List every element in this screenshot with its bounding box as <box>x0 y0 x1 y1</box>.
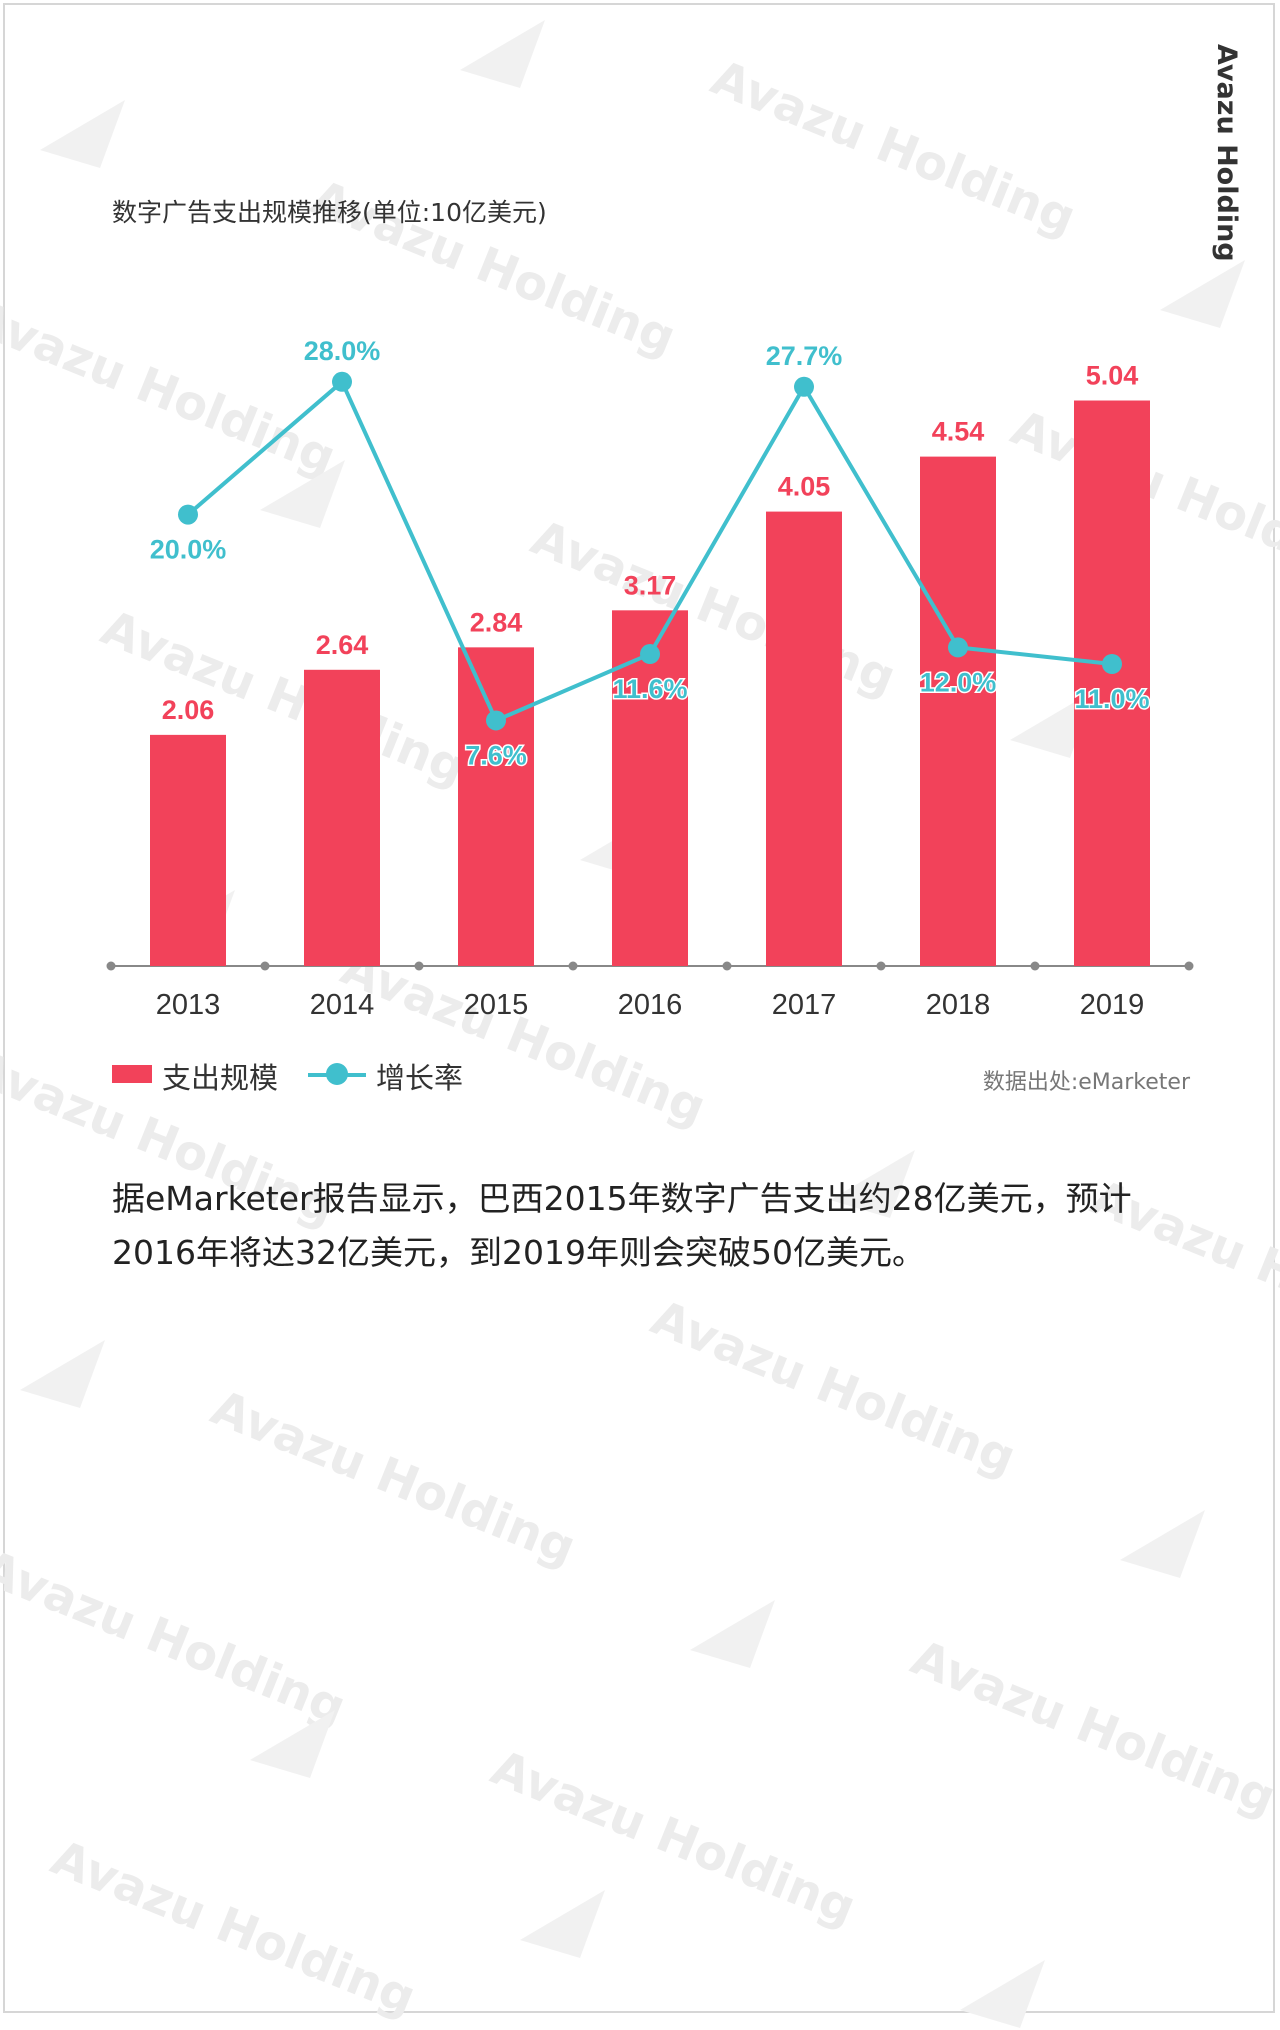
x-tick-label: 2019 <box>1080 989 1145 1021</box>
chart: 2.06 2013 2.64 2014 2.84 2015 3.17 2016 4.05 2017… <box>106 334 1194 1021</box>
growth-rate-label: 12.0% <box>920 667 997 697</box>
bar-value-label: 2.84 <box>470 607 523 637</box>
bar-2014 <box>304 669 380 966</box>
x-axis-tick-dot <box>722 961 732 971</box>
body-paragraph: 据eMarketer报告显示，巴西2015年数字广告支出约28亿美元，预计201… <box>112 1179 1132 1272</box>
growth-rate-point <box>794 376 814 397</box>
x-tick-label: 2017 <box>772 989 837 1021</box>
x-tick-label: 2014 <box>310 989 375 1021</box>
source-note: 数据出处:eMarketer <box>982 1070 1190 1095</box>
growth-rate-point <box>640 644 660 665</box>
bar-value-label: 5.04 <box>1086 361 1139 391</box>
x-axis-tick-dot <box>414 961 424 971</box>
growth-rate-point <box>486 710 506 731</box>
x-tick-label: 2013 <box>156 989 221 1021</box>
x-tick-label: 2016 <box>618 989 683 1021</box>
growth-rate-point <box>1102 654 1122 674</box>
bar-2015 <box>458 647 534 966</box>
growth-rate-label: 27.7% <box>766 341 843 371</box>
legend-line-label: 增长率 <box>376 1061 464 1095</box>
x-axis-tick-dot <box>1184 961 1194 971</box>
bar-2013 <box>150 734 226 966</box>
growth-rate-point <box>178 504 198 525</box>
legend-bar-label: 支出规模 <box>162 1061 279 1095</box>
legend-dot-swatch <box>326 1063 348 1085</box>
bar-2019 <box>1074 400 1150 967</box>
page-frame <box>3 3 1275 2013</box>
bar-value-label: 4.05 <box>778 472 831 502</box>
x-axis-tick-dot <box>876 961 886 971</box>
bar-value-label: 2.06 <box>162 695 215 725</box>
growth-rate-label: 28.0% <box>304 336 381 366</box>
x-axis-tick-dot <box>260 961 270 971</box>
bar-2016 <box>612 610 688 966</box>
bar-2017 <box>766 511 842 966</box>
x-tick-label: 2015 <box>464 989 529 1021</box>
growth-rate-point <box>332 371 352 392</box>
chart-title: 数字广告支出规模推移(单位:10亿美元) <box>112 198 547 227</box>
x-tick-label: 2018 <box>926 989 991 1021</box>
bar-value-label: 3.17 <box>624 570 677 600</box>
bar-value-label: 4.54 <box>932 417 985 447</box>
growth-rate-label: 11.6% <box>612 674 687 704</box>
bar-value-label: 2.64 <box>316 630 369 660</box>
x-axis-tick-dot <box>1030 961 1040 971</box>
legend-bar-swatch <box>112 1065 152 1083</box>
bar-2018 <box>920 456 996 966</box>
growth-rate-label: 20.0% <box>150 535 227 565</box>
x-axis-tick-dot <box>106 961 116 971</box>
growth-rate-label: 11.0% <box>1074 684 1149 714</box>
growth-rate-point <box>948 637 968 658</box>
x-axis-tick-dot <box>568 961 578 971</box>
growth-rate-label: 7.6% <box>465 740 527 770</box>
